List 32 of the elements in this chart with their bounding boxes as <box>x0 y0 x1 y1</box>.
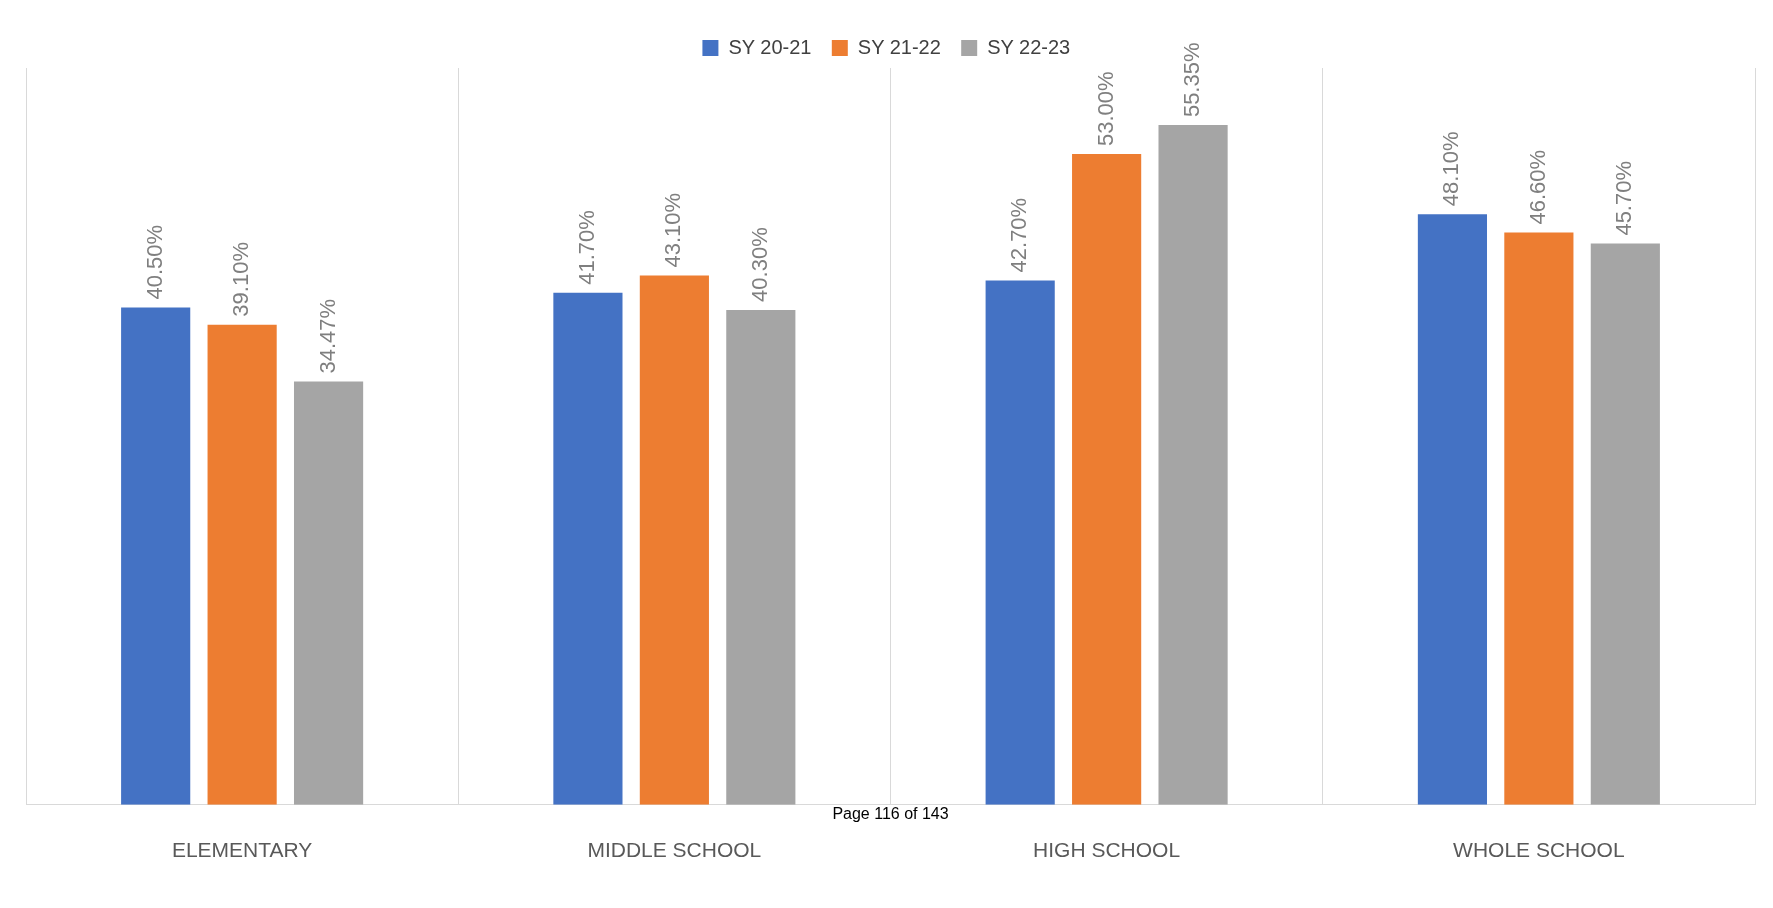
data-label: 34.47% <box>314 298 340 374</box>
bar <box>1504 232 1574 805</box>
bar <box>1590 243 1660 805</box>
legend-label: SY 21-22 <box>857 35 941 58</box>
bar <box>1158 125 1228 805</box>
data-label: 41.70% <box>573 210 599 285</box>
bar <box>639 275 709 805</box>
data-label: 55.35% <box>1179 42 1205 118</box>
data-label: 39.10% <box>228 242 254 317</box>
data-label: 45.70% <box>1611 160 1637 236</box>
text: Page 116 of 143 <box>832 805 949 823</box>
bar <box>121 307 191 805</box>
data-label: 53.00% <box>1092 71 1118 146</box>
bar <box>207 324 277 805</box>
bar <box>985 280 1055 805</box>
bar <box>1417 214 1488 805</box>
data-label: 42.70% <box>1006 197 1032 273</box>
x-tick-label: WHOLE SCHOOL <box>1453 838 1625 862</box>
bar <box>294 381 364 805</box>
data-label: 46.60% <box>1524 149 1550 225</box>
x-tick-label: MIDDLE SCHOOL <box>587 838 762 862</box>
bar <box>553 292 623 805</box>
legend-label: SY 22-23 <box>987 35 1071 58</box>
data-label: 48.10% <box>1438 131 1464 207</box>
bar <box>1072 153 1142 805</box>
x-tick-label: ELEMENTARY <box>171 838 313 862</box>
bar <box>726 309 796 805</box>
data-label: 40.30% <box>746 227 772 302</box>
legend-label: SY 20-21 <box>728 35 812 58</box>
data-label: 40.50% <box>141 224 167 300</box>
x-tick-label: HIGH SCHOOL <box>1033 838 1181 862</box>
data-label: 43.10% <box>660 192 686 268</box>
